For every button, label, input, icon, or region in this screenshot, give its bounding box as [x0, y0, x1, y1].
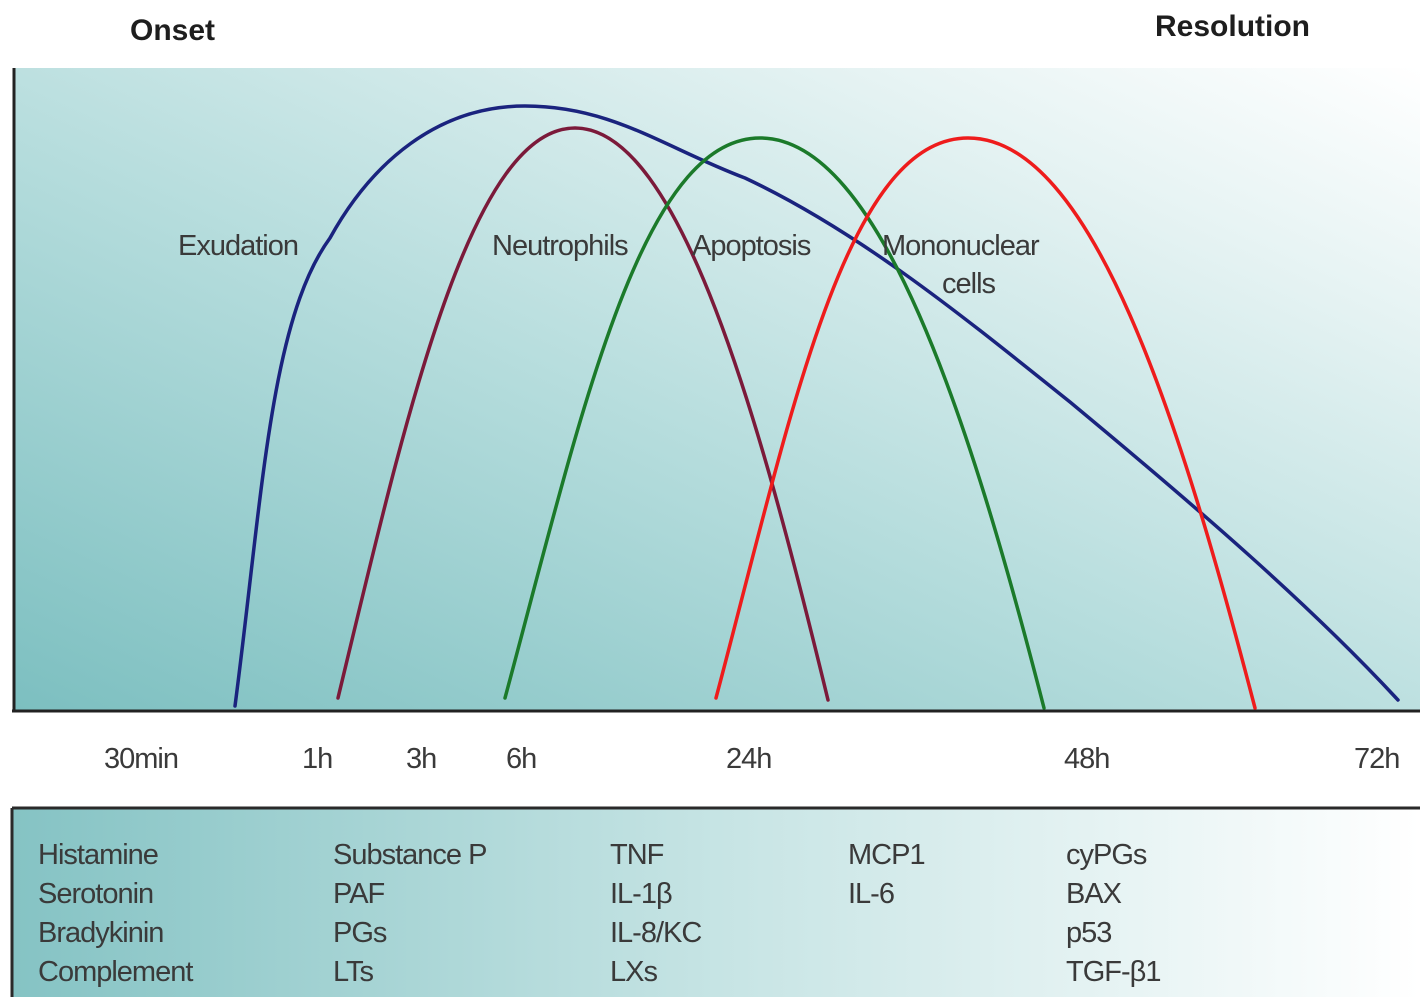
mediator-item: BAX	[1066, 878, 1122, 910]
tick-label: 6h	[506, 743, 536, 775]
mediator-item: IL-8/KC	[610, 917, 701, 949]
mediator-item: PGs	[333, 917, 387, 949]
mediator-item: p53	[1066, 917, 1111, 949]
mediator-item: MCP1	[848, 839, 925, 871]
timeline: 30min 1h 3h 6h 24h 48h 72h	[104, 743, 1400, 775]
resolution-label: Resolution	[1155, 10, 1310, 43]
mediator-item: LXs	[610, 956, 657, 988]
mediator-column-3: TNF IL-1β IL-8/KC LXs	[610, 839, 702, 988]
mediator-item: Complement	[38, 956, 193, 988]
mediator-item: Histamine	[38, 839, 158, 871]
mediator-item: Serotonin	[38, 878, 153, 910]
onset-label: Onset	[130, 14, 215, 47]
apoptosis-label: Apoptosis	[692, 230, 811, 262]
mononuclear-label: Mononuclear	[882, 230, 1040, 262]
mononuclear-curve	[714, 136, 1257, 710]
mediator-item: Bradykinin	[38, 917, 163, 949]
tick-label: 24h	[726, 743, 771, 775]
mediator-item: TNF	[610, 839, 664, 871]
tick-label: 30min	[104, 743, 178, 775]
exudation-label: Exudation	[178, 230, 298, 262]
mediator-item: cyPGs	[1066, 839, 1147, 871]
tick-label: 3h	[406, 743, 436, 775]
neutrophils-label: Neutrophils	[492, 230, 628, 262]
mediator-column-2: Substance P PAF PGs LTs	[333, 839, 487, 988]
mediator-item: TGF-β1	[1066, 956, 1160, 988]
mediator-item: Substance P	[333, 839, 486, 871]
tick-label: 1h	[302, 743, 332, 775]
mediator-item: IL-1β	[610, 878, 672, 910]
mediator-item: PAF	[333, 878, 385, 910]
mediator-item: IL-6	[848, 878, 894, 910]
mediator-column-5: cyPGs BAX p53 TGF-β1	[1066, 839, 1161, 988]
chart-panel	[14, 68, 1420, 710]
tick-label: 48h	[1064, 743, 1109, 775]
mononuclear-label-cells: cells	[942, 268, 996, 300]
mediator-column-1: Histamine Serotonin Bradykinin Complemen…	[38, 839, 194, 988]
mediator-item: LTs	[333, 956, 373, 988]
neutrophils-curve	[336, 126, 830, 702]
mediators-panel	[12, 808, 1420, 997]
tick-label: 72h	[1354, 743, 1399, 775]
mediator-column-4: MCP1 IL-6	[848, 839, 926, 910]
exudation-curve	[233, 104, 1400, 708]
apoptosis-curve	[503, 136, 1046, 710]
